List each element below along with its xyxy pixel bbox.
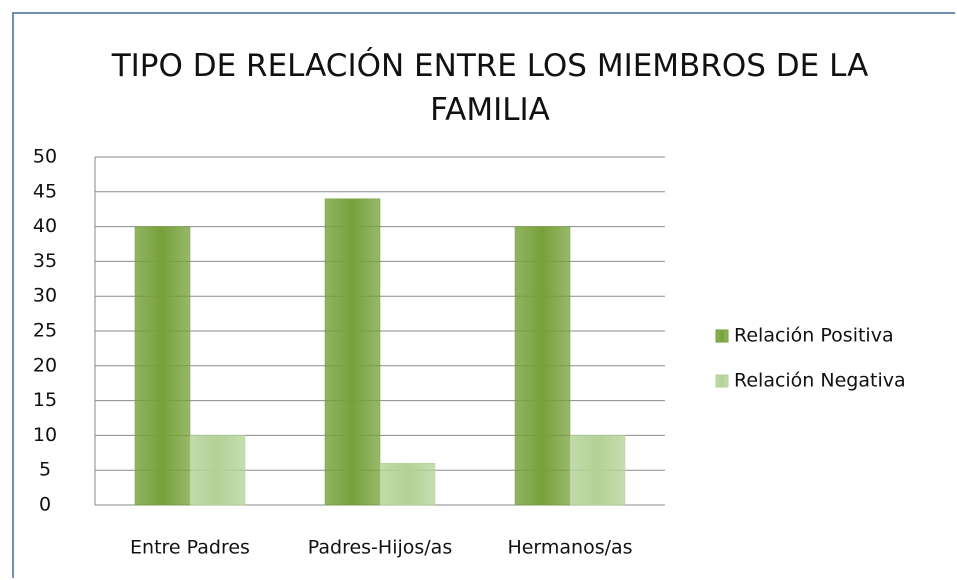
chart-frame	[12, 12, 955, 578]
y-tick-label: 30	[33, 285, 57, 307]
chart-title: TIPO DE RELACIÓN ENTRE LOS MIEMBROS DE L…	[111, 48, 869, 128]
y-tick-label: 0	[39, 494, 51, 516]
bar	[379, 462, 436, 506]
x-tick-label: Entre Padres	[130, 537, 250, 559]
y-tick-label: 40	[33, 215, 57, 237]
bar	[514, 226, 571, 506]
legend-label: Relación Negativa	[734, 370, 906, 392]
bar	[134, 226, 191, 506]
y-tick-label: 50	[33, 146, 57, 168]
y-tick-label: 10	[33, 424, 57, 446]
y-tick-label: 20	[33, 354, 57, 376]
legend-swatch	[715, 374, 729, 388]
legend-label: Relación Positiva	[734, 325, 894, 347]
y-tick-label: 35	[33, 250, 57, 272]
y-tick-label: 45	[33, 180, 57, 202]
y-tick-label: 5	[39, 459, 51, 481]
x-tick-label: Hermanos/as	[507, 537, 632, 559]
bar	[569, 435, 626, 506]
bar	[189, 435, 246, 506]
x-tick-label: Padres-Hijos/as	[308, 537, 452, 559]
legend-swatch	[715, 329, 729, 343]
bar	[324, 198, 381, 506]
y-tick-label: 25	[33, 320, 57, 342]
y-tick-label: 15	[33, 389, 57, 411]
